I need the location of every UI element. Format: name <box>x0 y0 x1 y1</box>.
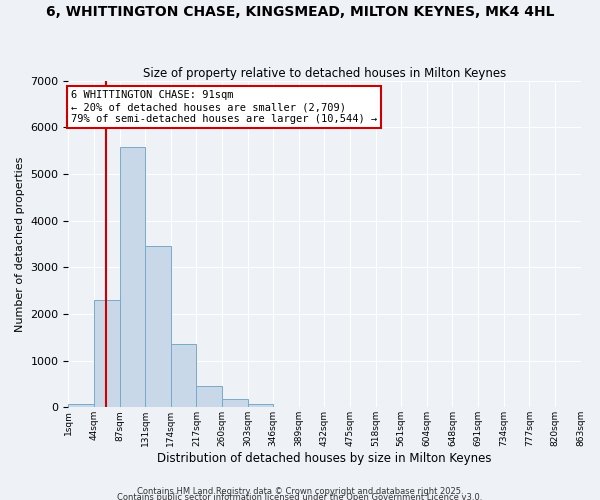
Text: 6 WHITTINGTON CHASE: 91sqm
← 20% of detached houses are smaller (2,709)
79% of s: 6 WHITTINGTON CHASE: 91sqm ← 20% of deta… <box>71 90 377 124</box>
Bar <box>145 246 171 408</box>
Bar <box>119 148 145 408</box>
Text: Contains HM Land Registry data © Crown copyright and database right 2025.: Contains HM Land Registry data © Crown c… <box>137 486 463 496</box>
Bar <box>222 400 248 407</box>
Text: Contains public sector information licensed under the Open Government Licence v3: Contains public sector information licen… <box>118 492 482 500</box>
Bar <box>68 404 94 407</box>
Text: 6, WHITTINGTON CHASE, KINGSMEAD, MILTON KEYNES, MK4 4HL: 6, WHITTINGTON CHASE, KINGSMEAD, MILTON … <box>46 5 554 19</box>
X-axis label: Distribution of detached houses by size in Milton Keynes: Distribution of detached houses by size … <box>157 452 492 465</box>
Bar <box>94 300 119 408</box>
Bar <box>171 344 196 408</box>
Y-axis label: Number of detached properties: Number of detached properties <box>15 156 25 332</box>
Title: Size of property relative to detached houses in Milton Keynes: Size of property relative to detached ho… <box>143 66 506 80</box>
Bar <box>248 404 273 407</box>
Bar <box>196 386 222 407</box>
